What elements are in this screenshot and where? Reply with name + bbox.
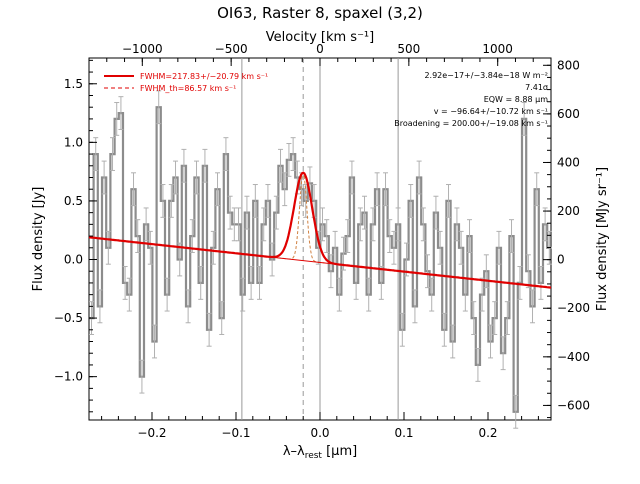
spectrum-step-line [89,106,552,413]
y-tick-label: −1.0 [54,370,83,384]
right-tick-label: 200 [557,204,580,218]
x-axis-label-subscript: rest [305,451,323,461]
spectrum-series [89,90,552,429]
annotations: 2.92e−17+/−3.84e−18 W m⁻² 7.41σ EQW = 8.… [394,71,548,128]
top-axis-label: Velocity [km s⁻¹] [266,30,374,45]
annotation-eqw: EQW = 8.88 μm [484,95,548,104]
right-tick-label: 400 [557,155,580,169]
y-axis-label-left: Flux density [Jy] [31,187,46,292]
top-tick-label: 1000 [482,42,513,56]
annotation-line-flux: 2.92e−17+/−3.84e−18 W m⁻² [424,71,548,80]
y-tick-label: 1.0 [64,135,83,149]
chart-title: OI63, Raster 8, spaxel (3,2) [217,4,423,22]
y-tick-label: 0.0 [64,253,83,267]
total-fit-curve [88,171,552,289]
annotation-velocity: v = −96.64+/−10.72 km s⁻¹ [434,107,548,116]
right-tick-label: 0 [557,253,565,267]
legend-label-fwhm-th: FWHM_th=86.57 km s⁻¹ [140,84,236,93]
legend: FWHM=217.83+/−20.79 km s⁻¹ FWHM_th=86.57… [104,72,268,93]
x-tick-label: −0.1 [221,426,250,440]
axes-ticks: −0.2 −0.1 0.0 0.1 0.2 −1.0 −0.5 0.0 0.5 1.0 1.5 −10… [54,42,590,440]
x-axis-label-prefix: λ–λ [283,444,305,459]
plot-area: −0.2 −0.1 0.0 0.1 0.2 −1.0 −0.5 0.0 0.5 1.0 1.5 −10… [54,42,590,440]
top-tick-label: −1000 [122,42,163,56]
annotation-significance: 7.41σ [525,83,548,92]
y-axis-label-right: Flux density [MJy sr⁻¹] [595,167,610,311]
right-tick-label: −200 [557,301,590,315]
y-tick-label: −0.5 [54,311,83,325]
legend-label-fwhm: FWHM=217.83+/−20.79 km s⁻¹ [140,72,268,81]
y-tick-label: 1.5 [64,77,83,91]
right-tick-label: 600 [557,107,580,121]
x-tick-label: −0.2 [137,426,166,440]
fit-curves [88,170,552,289]
x-axis-label: λ–λrest [μm] [283,444,357,461]
x-tick-label: 0.2 [478,426,497,440]
right-tick-label: −400 [557,350,590,364]
x-tick-label: 0.1 [394,426,413,440]
top-tick-label: 0 [316,42,324,56]
annotation-broadening: Broadening = 200.00+/−19.08 km s⁻¹ [394,119,548,128]
top-tick-label: 500 [397,42,420,56]
x-tick-label: 0.0 [310,426,329,440]
y-tick-label: 0.5 [64,194,83,208]
right-tick-label: 800 [557,58,580,72]
x-axis-label-unit: [μm] [322,444,357,459]
top-tick-label: −500 [215,42,248,56]
right-tick-label: −600 [557,398,590,412]
